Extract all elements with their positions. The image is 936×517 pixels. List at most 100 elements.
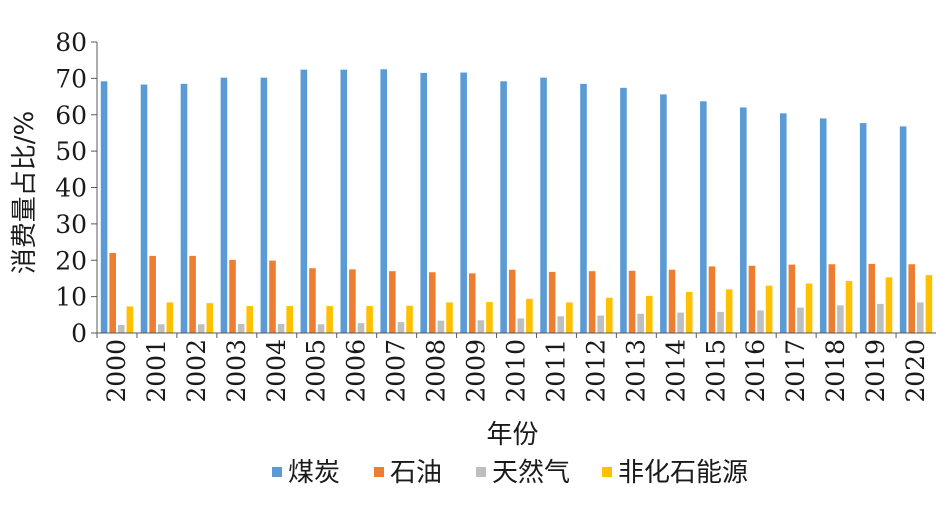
x-tick-label: 2017 — [781, 339, 810, 403]
bar-煤炭-2009 — [460, 72, 467, 333]
x-tick-label: 2010 — [502, 339, 531, 403]
bar-天然气-2002 — [197, 324, 205, 333]
y-tick-label: 0 — [71, 319, 87, 348]
legend-swatch-非化石能源 — [602, 467, 612, 477]
y-tick-label: 50 — [55, 137, 87, 166]
x-tick-label: 2000 — [102, 339, 131, 403]
legend-swatch-石油 — [374, 467, 384, 477]
bar-非化石能源-2019 — [885, 277, 893, 333]
bar-石油-2005 — [309, 268, 316, 333]
bar-石油-2017 — [788, 264, 796, 333]
x-tick-label: 2003 — [222, 339, 251, 403]
bar-非化石能源-2009 — [486, 302, 493, 333]
x-axis-title: 年份 — [486, 420, 538, 450]
x-tick-label: 2007 — [382, 339, 411, 403]
bar-天然气-2006 — [357, 323, 365, 333]
bar-石油-2013 — [628, 270, 636, 333]
bar-非化石能源-2011 — [566, 302, 573, 333]
x-tick-label: 2019 — [861, 339, 890, 403]
bar-非化石能源-2000 — [126, 306, 134, 333]
bar-石油-2018 — [828, 264, 836, 333]
bar-石油-2010 — [508, 269, 516, 333]
bar-非化石能源-2008 — [446, 302, 453, 333]
x-tick-label: 2013 — [621, 339, 650, 403]
bar-煤炭-2014 — [660, 94, 667, 333]
bar-石油-2012 — [588, 271, 596, 333]
bar-非化石能源-2006 — [366, 306, 373, 333]
bar-石油-2002 — [189, 255, 196, 333]
bar-天然气-2005 — [317, 324, 325, 333]
x-tick-label: 2011 — [542, 339, 571, 403]
bar-非化石能源-2005 — [326, 306, 333, 333]
bar-煤炭-2002 — [180, 83, 188, 333]
bar-天然气-2014 — [677, 312, 684, 333]
x-tick-label: 2009 — [462, 339, 491, 403]
bar-煤炭-2003 — [220, 77, 228, 334]
y-tick-label: 30 — [55, 210, 87, 239]
bar-煤炭-2020 — [899, 126, 907, 333]
x-tick-label: 2014 — [661, 339, 690, 403]
bar-天然气-2013 — [637, 313, 644, 333]
x-tick-label: 2005 — [302, 339, 331, 403]
bar-煤炭-2010 — [500, 81, 507, 333]
bar-天然气-2003 — [237, 323, 245, 333]
legend-label: 石油 — [390, 458, 442, 488]
y-tick-label: 10 — [55, 283, 87, 312]
bar-天然气-2019 — [877, 303, 884, 333]
bar-煤炭-2004 — [260, 77, 268, 334]
x-tick-label: 2001 — [142, 339, 171, 403]
bar-非化石能源-2001 — [166, 302, 174, 333]
x-tick-label: 2015 — [701, 339, 730, 403]
y-tick-label: 60 — [55, 101, 87, 130]
bar-非化石能源-2010 — [526, 298, 533, 333]
bar-石油-2008 — [429, 272, 436, 333]
x-tick-label: 2016 — [741, 339, 770, 403]
y-tick-label: 20 — [55, 246, 87, 275]
bar-非化石能源-2003 — [246, 306, 254, 333]
x-tick-label: 2012 — [581, 339, 610, 403]
x-tick-label: 2006 — [342, 339, 371, 403]
bar-煤炭-2013 — [620, 87, 627, 333]
x-tick-label: 2004 — [262, 339, 291, 403]
bar-煤炭-2000 — [100, 81, 108, 333]
bar-石油-2004 — [269, 260, 276, 333]
bar-煤炭-2018 — [819, 118, 827, 333]
bar-煤炭-2005 — [300, 69, 308, 333]
bar-石油-2016 — [748, 265, 756, 333]
bar-煤炭-2017 — [779, 113, 787, 333]
bar-煤炭-2007 — [380, 69, 388, 333]
bar-非化石能源-2007 — [406, 305, 413, 333]
x-tick-label: 2008 — [422, 339, 451, 403]
y-tick-label: 80 — [55, 28, 87, 57]
bar-天然气-2018 — [837, 305, 844, 333]
bar-煤炭-2019 — [859, 123, 867, 334]
bar-非化石能源-2012 — [606, 297, 613, 333]
y-axis-title: 消费量占比/% — [10, 111, 40, 274]
bar-非化石能源-2013 — [645, 295, 653, 333]
bar-天然气-2007 — [397, 322, 405, 333]
bar-煤炭-2006 — [340, 69, 348, 333]
bar-石油-2000 — [109, 252, 116, 333]
bar-天然气-2009 — [477, 320, 485, 333]
x-tick-label: 2018 — [821, 339, 850, 403]
bar-煤炭-2012 — [580, 83, 587, 333]
y-tick-label: 70 — [55, 64, 87, 93]
bar-煤炭-2001 — [140, 84, 148, 333]
bar-天然气-2004 — [277, 323, 285, 333]
bar-煤炭-2008 — [420, 72, 427, 334]
x-axis-ticks: 2000 2001 2002 2003 2004 2005 2006 2007 2008 2009… — [96, 333, 930, 403]
bar-石油-2011 — [548, 271, 556, 333]
bar-煤炭-2011 — [540, 77, 547, 334]
bar-石油-2020 — [908, 264, 916, 333]
bar-非化石能源-2017 — [805, 283, 813, 333]
legend-label: 非化石能源 — [618, 458, 748, 488]
bar-天然气-2020 — [917, 302, 924, 333]
y-axis-ticks: 0 10 20 30 40 50 60 70 80 — [55, 28, 97, 348]
bar-石油-2009 — [468, 273, 476, 333]
bar-非化石能源-2016 — [765, 285, 773, 333]
bar-天然气-2001 — [157, 324, 165, 333]
legend-label: 天然气 — [492, 458, 570, 488]
bar-石油-2003 — [229, 259, 236, 333]
bar-天然气-2017 — [797, 307, 804, 333]
bar-天然气-2008 — [437, 320, 445, 333]
